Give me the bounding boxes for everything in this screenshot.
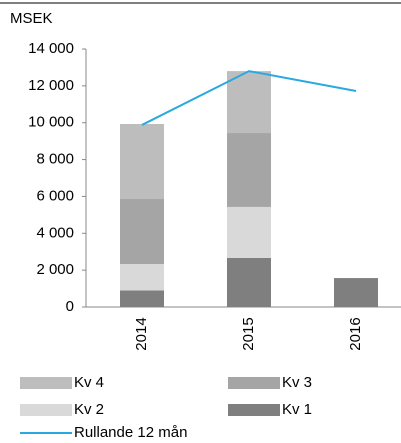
line <box>141 70 357 126</box>
y-axis-label: MSEK <box>10 10 53 27</box>
legend-swatch <box>228 377 280 389</box>
bar <box>227 206 271 258</box>
legend-label: Rullande 12 mån <box>74 424 187 441</box>
bar <box>227 257 271 307</box>
bar <box>120 290 164 307</box>
bar <box>120 199 164 265</box>
legend-label: Kv 4 <box>74 374 104 391</box>
y-tick-label: 6 000 <box>36 187 74 204</box>
legend-label: Kv 3 <box>282 374 312 391</box>
x-tick-label: 2014 <box>133 317 150 350</box>
legend-swatch <box>20 377 72 389</box>
bar <box>334 278 378 307</box>
bar <box>227 133 271 207</box>
y-tick-label: 14 000 <box>28 40 74 57</box>
bar <box>120 124 164 200</box>
legend-label: Kv 2 <box>74 401 104 418</box>
y-tick-label: 10 000 <box>28 114 74 131</box>
legend-label: Kv 1 <box>282 401 312 418</box>
legend-swatch <box>228 404 280 416</box>
y-tick-label: 0 <box>66 298 74 315</box>
y-tick-label: 4 000 <box>36 224 74 241</box>
y-tick-label: 12 000 <box>28 77 74 94</box>
bar <box>227 71 271 134</box>
bar <box>120 264 164 291</box>
y-tick-label: 2 000 <box>36 261 74 278</box>
y-tick-label: 8 000 <box>36 151 74 168</box>
legend-swatch <box>20 404 72 416</box>
x-tick-label: 2016 <box>347 317 364 350</box>
x-tick-label: 2015 <box>240 317 257 350</box>
